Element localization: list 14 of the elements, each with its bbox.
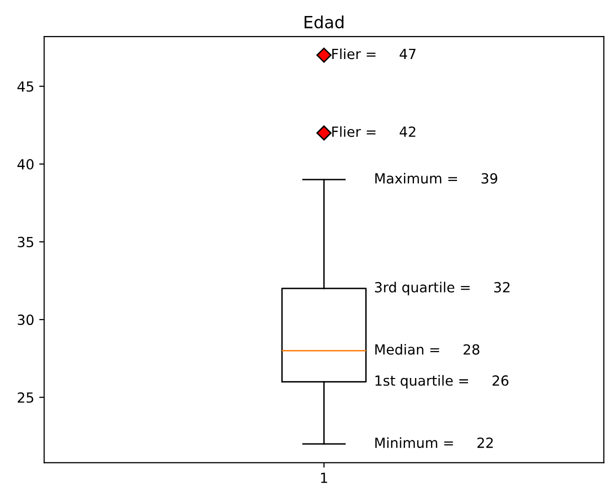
annotation: Flier = 47: [332, 48, 416, 60]
y-tick-label: 35: [18, 236, 34, 248]
y-tick-label: 30: [18, 314, 34, 326]
y-tick-label: 25: [18, 392, 34, 403]
annotation: 3rd quartile = 32: [375, 282, 510, 296]
y-tick-label: 45: [17, 81, 34, 92]
annotation: Flier = 42: [332, 126, 416, 137]
annotation: Minimum = 22: [375, 437, 493, 448]
annotation: Maximum = 39: [375, 172, 498, 184]
x-tick-label: 1: [321, 472, 328, 483]
y-tick-label: 40: [17, 159, 34, 170]
annotation: 1st quartile = 26: [376, 375, 508, 388]
annotation: Median = 28: [375, 344, 480, 355]
chart-title: Edad: [304, 16, 344, 28]
